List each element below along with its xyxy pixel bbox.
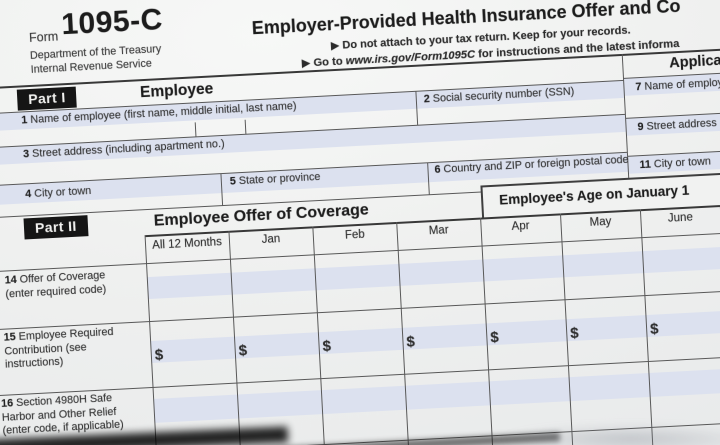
row14-number: 14 — [4, 273, 18, 287]
field5-number: 5 — [229, 175, 237, 188]
month-header-all-12-months: All 12 Months — [151, 236, 223, 252]
employer-panel-header: Applica — [668, 52, 720, 72]
field6-number: 6 — [434, 163, 441, 176]
row15-label: 15 Employee Required Contribution (see in… — [3, 325, 129, 372]
field9-number: 9 — [637, 120, 644, 134]
row16-number: 16 — [0, 397, 14, 410]
row15-text: Employee Required Contribution (see inst… — [4, 325, 114, 371]
currency-symbol: $ — [322, 337, 332, 356]
goto-prefix: ▶ Go to — [301, 55, 347, 70]
row16-text: Section 4980H Safe Harbor and Other Reli… — [1, 392, 124, 438]
currency-symbol: $ — [569, 324, 580, 343]
name-tick-1 — [194, 122, 197, 137]
row14-label: 14 Offer of Coverage (enter required code… — [4, 268, 125, 301]
part1-badge: Part I — [16, 86, 78, 111]
row14-entry-band — [146, 241, 720, 300]
field4-number: 4 — [24, 188, 32, 201]
name-tick-2 — [244, 119, 247, 134]
month-header-may: May — [589, 215, 612, 229]
month-header-jan: Jan — [261, 233, 281, 247]
field7-number: 7 — [635, 80, 642, 94]
part1-title: Employee — [139, 80, 214, 102]
month-header-feb: Feb — [344, 228, 366, 242]
row15-number: 15 — [3, 331, 17, 344]
currency-symbol: $ — [489, 328, 500, 347]
month-header-june: June — [667, 211, 694, 225]
age-header-label: Employee's Age on January 1 — [498, 182, 690, 208]
row16-label: 16 Section 4980H Safe Harbor and Other Re… — [1, 391, 133, 439]
currency-symbol: $ — [238, 341, 248, 360]
field2-number: 2 — [423, 93, 431, 106]
field1-number: 1 — [21, 114, 28, 127]
form-word: Form — [28, 29, 59, 45]
currency-symbol: $ — [154, 346, 164, 364]
month-header-mar: Mar — [428, 224, 449, 238]
part2-badge: Part II — [23, 215, 89, 240]
currency-symbol: $ — [649, 320, 659, 338]
month-header-apr: Apr — [511, 220, 530, 233]
field3-number: 3 — [22, 148, 30, 161]
form-number: 1095-C — [60, 2, 164, 42]
field11-number: 11 — [639, 158, 652, 172]
row14-text: Offer of Coverage (enter required code) — [5, 269, 107, 301]
currency-symbol: $ — [406, 333, 416, 351]
